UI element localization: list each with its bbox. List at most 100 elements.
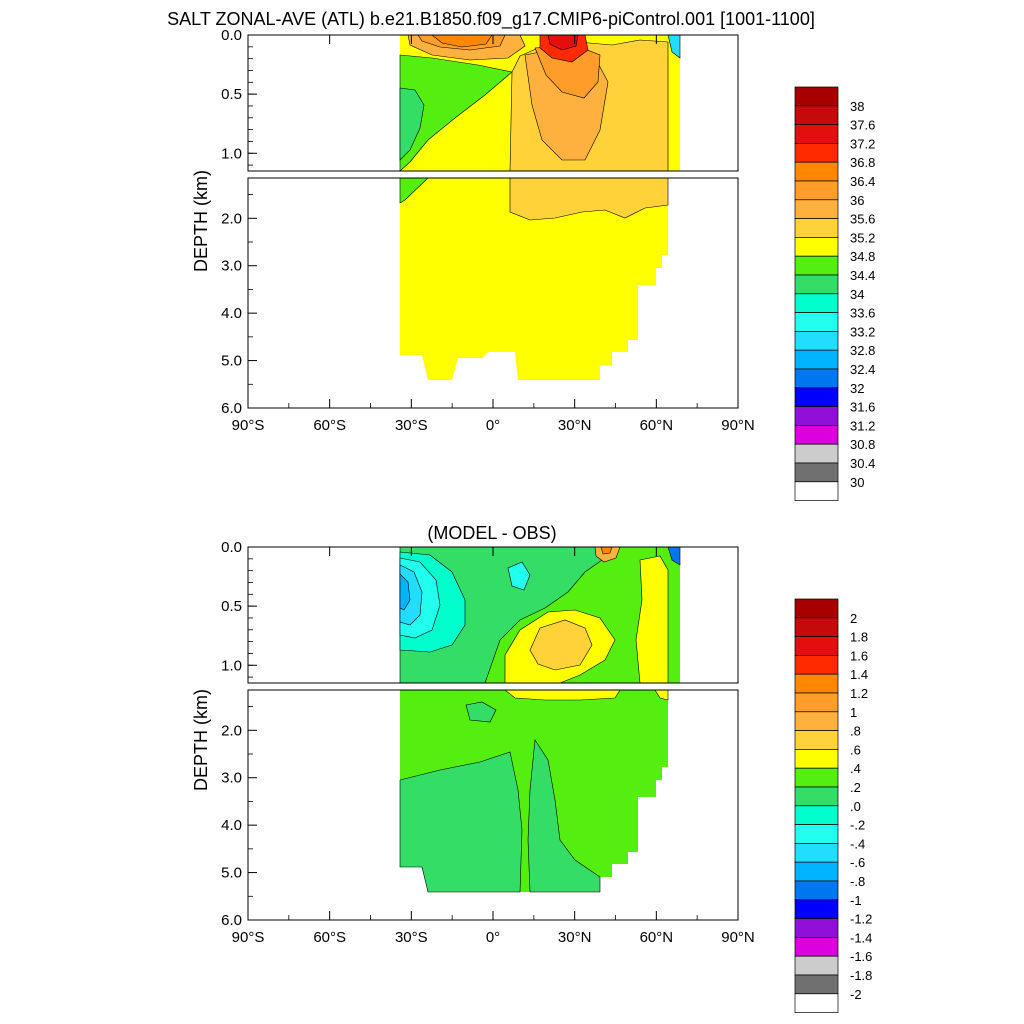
bottom-colorbar-label: .4 [850, 761, 861, 776]
bottom-colorbar-cell [794, 617, 839, 637]
bottom-colorbar-label: -2 [850, 987, 862, 1002]
top-colorbar-cell [794, 274, 839, 295]
bottom-colorbar-cell [794, 636, 839, 656]
top-colorbar-cell [794, 255, 839, 276]
bottom-xtick-label: 30°S [395, 929, 428, 946]
top-lower-field [399, 178, 669, 380]
top-upper-surface-36-8 [431, 35, 493, 48]
top-colorbar-label: 30.4 [850, 456, 875, 471]
top-lower-base-35-2 [400, 178, 668, 380]
bottom-upper-surface-hot [600, 547, 613, 555]
bottom-colorbar-label: 1.4 [850, 667, 868, 682]
bottom-colorbar-cell [794, 598, 839, 619]
bottom-colorbar-cell [794, 993, 839, 1013]
bottom-colorbar-cell [794, 937, 839, 957]
top-ytick-label: 0.0 [221, 27, 242, 44]
top-colorbar-label: 38 [850, 99, 864, 114]
bottom-xtick-label: 60°N [640, 929, 674, 946]
top-xtick-label: 90°S [232, 417, 265, 434]
top-colorbar-label: 35.6 [850, 212, 875, 227]
top-ytick-label: 5.0 [221, 353, 242, 370]
bottom-xtick-label: 90°N [721, 929, 755, 946]
top-upper-south-34-0 [399, 87, 425, 161]
bottom-lower-zero-south [399, 751, 523, 893]
bottom-xtick-label: 30°N [558, 929, 592, 946]
top-upper-south-34-4 [399, 54, 513, 171]
bottom-lower-pos-0-4 [504, 690, 621, 701]
top-colorbar-label: 34.4 [850, 268, 875, 283]
top-lower-south-34-4 [399, 178, 429, 204]
bottom-ytick-label: 6.0 [221, 912, 242, 929]
top-colorbar-cell [794, 331, 839, 351]
top-colorbar-cell [794, 161, 839, 182]
bottom-upper-surface-warm [594, 547, 621, 563]
bottom-colorbar-cell [794, 843, 839, 863]
top-ytick-label: 0.5 [221, 86, 242, 103]
top-colorbar-cell [794, 86, 839, 107]
bottom-colorbar-cell [794, 786, 839, 807]
top-colorbar-cell [794, 368, 839, 389]
top-colorbar-cell [794, 124, 839, 144]
bottom-colorbar-cell [794, 899, 839, 919]
top-colorbar-label: 36 [850, 193, 864, 208]
bottom-ytick-label: 5.0 [221, 865, 242, 882]
top-colorbar-label: 32.4 [850, 362, 875, 377]
bottom-upper-neg-0-8 [399, 573, 411, 611]
bottom-lower-north-0-4 [654, 690, 669, 701]
top-colorbar-label: 32 [850, 381, 864, 396]
top-colorbar-cell [794, 406, 839, 426]
bottom-upper-north-neg [667, 547, 681, 566]
top-upper-field [399, 35, 681, 171]
bottom-colorbar-cell [794, 655, 839, 675]
bottom-colorbar-cell [794, 861, 839, 882]
top-upper-max-37-6 [547, 35, 579, 51]
bottom-colorbar-cell [794, 824, 839, 844]
bottom-colorbar-label: 1 [850, 705, 857, 720]
bottom-colorbar-label: -1.8 [850, 968, 872, 983]
top-colorbar-cell [794, 443, 839, 464]
bottom-colorbar-cell [794, 673, 839, 694]
top-colorbar-label: 31.2 [850, 418, 875, 433]
top-lower-north-35-6 [509, 178, 669, 221]
top-colorbar-label: 33.6 [850, 306, 875, 321]
bottom-ytick-label: 4.0 [221, 817, 242, 834]
top-ytick-label: 4.0 [221, 305, 242, 322]
top-ytick-label: 3.0 [221, 258, 242, 275]
top-colorbar-label: 36.4 [850, 174, 875, 189]
bottom-ytick-label: 0.5 [221, 598, 242, 615]
bottom-colorbar-cell [794, 880, 839, 901]
bottom-upper-pos-0-6 [529, 619, 593, 671]
bottom-panel: (MODEL - OBS) DEPTH (km) [191, 523, 872, 1013]
top-xtick-label: 30°N [558, 417, 592, 434]
top-panel: DEPTH (km) 0.0 0.5 1.0 2.0 3.0 4.0 5.0 6.090°S 6… [191, 27, 875, 501]
top-colorbar-cell [794, 349, 839, 370]
bottom-ytick-label: 3.0 [221, 770, 242, 787]
bottom-upper-mid-neg [507, 561, 531, 591]
top-colorbar-cell [794, 312, 839, 332]
bottom-lower-field [399, 690, 669, 893]
bottom-colorbar-cell [794, 955, 839, 976]
bottom-colorbar-label: -.6 [850, 855, 865, 870]
bottom-colorbar-label: .6 [850, 742, 861, 757]
top-colorbar-cell [794, 293, 839, 313]
bottom-colorbar-label: -.2 [850, 818, 865, 833]
bottom-colorbar-label: 1.6 [850, 648, 868, 663]
top-ytick-label: 2.0 [221, 210, 242, 227]
top-colorbar-label: 37.2 [850, 136, 875, 151]
bottom-colorbar-cell [794, 730, 839, 750]
bottom-colorbar-label: -.8 [850, 874, 865, 889]
bottom-ytick-label: 1.0 [221, 657, 242, 674]
bottom-colorbar-label: .8 [850, 724, 861, 739]
figure-title: SALT ZONAL-AVE (ATL) b.e21.B1850.f09_g17… [167, 9, 815, 30]
bottom-ytick-label: 2.0 [221, 722, 242, 739]
bottom-colorbar-cell [794, 805, 839, 825]
bottom-colorbar-label: -1 [850, 893, 862, 908]
bottom-xtick-label: 60°S [313, 929, 346, 946]
bottom-upper-north-0-4 [635, 555, 669, 683]
bottom-ticks: 0.0 0.5 1.0 2.0 3.0 4.0 5.0 6.090°S 60°S 30°S 0° 30… [221, 539, 755, 946]
bottom-colorbar-label: .0 [850, 799, 861, 814]
bottom-colorbar-label: .2 [850, 780, 861, 795]
top-colorbar-label: 36.8 [850, 155, 875, 170]
bottom-upper-field [399, 547, 681, 683]
bottom-colorbar-cell [794, 711, 839, 731]
